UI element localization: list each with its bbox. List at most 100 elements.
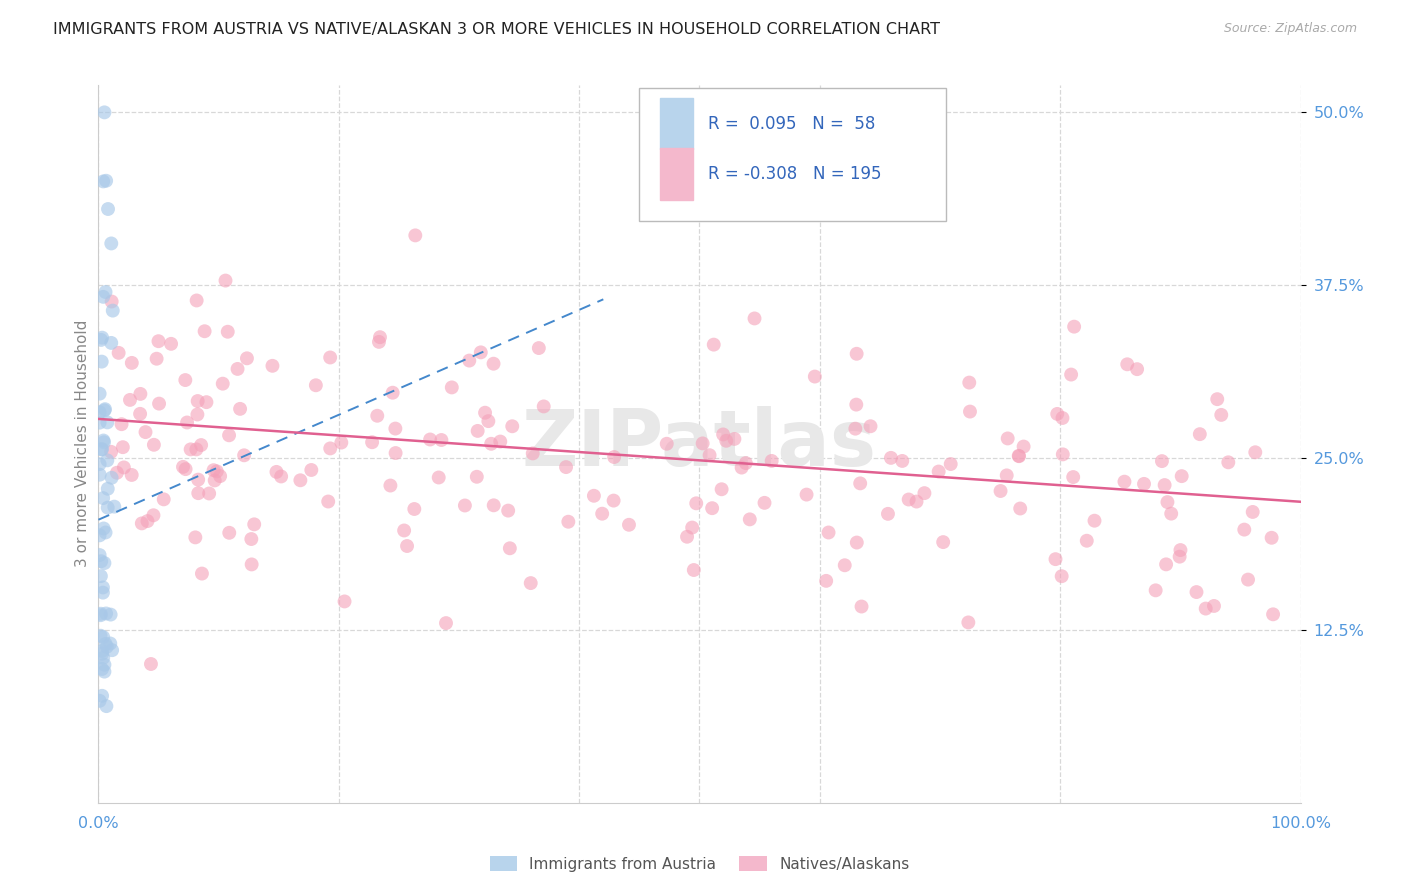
Point (100, 445, 122, 459)
Point (229, 401, 252, 416)
Point (129, 407, 152, 421)
Point (90, 554, 112, 568)
Point (1008, 449, 1031, 463)
Point (319, 351, 342, 365)
Point (240, 558, 263, 572)
Point (89, 694, 111, 708)
Point (730, 460, 752, 475)
Point (477, 414, 499, 428)
Point (804, 369, 827, 384)
Point (844, 422, 866, 436)
Point (1153, 478, 1175, 492)
Point (121, 467, 143, 482)
Point (89, 416, 111, 430)
Point (995, 468, 1018, 483)
Point (932, 535, 955, 549)
Point (845, 347, 868, 361)
Point (91, 331, 114, 345)
Point (91, 644, 114, 658)
Point (98, 636, 121, 650)
Point (290, 473, 312, 487)
Point (1156, 495, 1178, 509)
Point (226, 362, 249, 376)
Point (851, 599, 873, 614)
Point (482, 499, 505, 513)
Point (1062, 470, 1084, 484)
Point (710, 483, 733, 497)
Point (1114, 475, 1136, 489)
Point (440, 380, 463, 394)
Point (218, 428, 240, 442)
Point (1261, 607, 1284, 622)
Point (1008, 449, 1031, 463)
Point (582, 489, 605, 503)
Legend: Immigrants from Austria, Natives/Alaskans: Immigrants from Austria, Natives/Alaskan… (484, 850, 915, 878)
Point (458, 353, 481, 368)
Point (129, 387, 152, 401)
Point (204, 474, 226, 488)
Point (211, 376, 233, 391)
Point (1170, 543, 1192, 558)
Point (1076, 533, 1098, 548)
Point (1012, 440, 1035, 454)
Point (180, 442, 202, 457)
Point (148, 396, 170, 410)
Text: Source: ZipAtlas.com: Source: ZipAtlas.com (1223, 22, 1357, 36)
Text: R =  0.095   N =  58: R = 0.095 N = 58 (707, 114, 876, 133)
Point (603, 450, 626, 464)
Point (1046, 407, 1069, 421)
FancyBboxPatch shape (659, 148, 693, 200)
Point (110, 417, 132, 432)
Point (97, 202, 120, 216)
Point (316, 494, 339, 508)
Point (703, 337, 725, 351)
Point (136, 514, 159, 528)
Point (198, 486, 221, 500)
Point (91, 290, 114, 304)
Point (142, 508, 165, 523)
Point (997, 432, 1019, 446)
Point (761, 454, 783, 468)
Point (957, 615, 980, 630)
Point (96, 416, 118, 430)
Point (91, 650, 114, 665)
Point (97, 482, 120, 496)
Point (912, 486, 935, 500)
Point (107, 346, 129, 360)
Point (482, 357, 505, 371)
Point (91, 585, 114, 599)
Point (1237, 573, 1260, 587)
Point (94, 402, 117, 417)
Point (1260, 531, 1282, 545)
Point (692, 436, 714, 450)
Point (1188, 427, 1211, 442)
Point (434, 616, 457, 631)
Point (100, 236, 122, 251)
Point (1160, 507, 1182, 521)
Point (145, 351, 167, 366)
Point (93, 657, 115, 672)
Point (94, 174, 117, 188)
Point (891, 454, 914, 468)
Point (187, 486, 209, 500)
Point (134, 425, 156, 439)
Point (796, 487, 818, 501)
Point (1116, 357, 1139, 371)
Point (91, 647, 114, 661)
Point (93, 521, 115, 535)
Point (361, 435, 384, 450)
Point (381, 385, 404, 400)
Point (236, 351, 259, 366)
Point (90, 607, 112, 621)
Point (990, 483, 1012, 498)
Point (190, 438, 212, 452)
Point (957, 376, 980, 390)
Point (897, 492, 920, 507)
Point (233, 448, 256, 462)
Point (682, 563, 704, 577)
Point (91, 662, 114, 676)
Point (93, 556, 115, 570)
Point (877, 507, 900, 521)
Point (1206, 392, 1229, 407)
Point (91, 442, 114, 457)
